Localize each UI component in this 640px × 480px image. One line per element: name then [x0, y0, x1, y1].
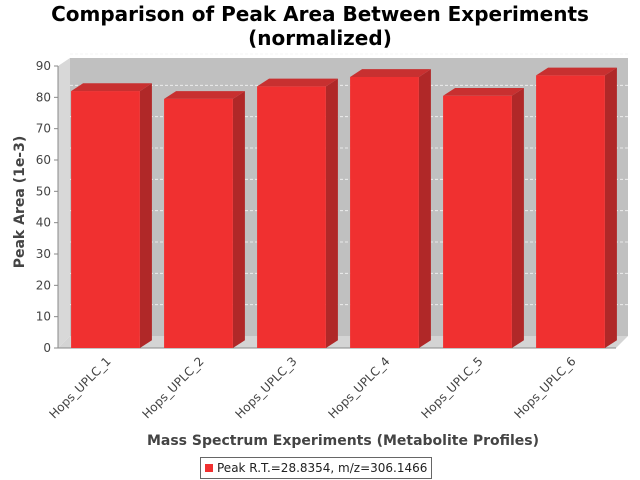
bar [164, 91, 245, 349]
bar-top [536, 67, 617, 76]
bar-front [536, 75, 605, 349]
bar-side [418, 69, 431, 349]
x-tick-label: Hops_UPLC_1 [46, 354, 113, 421]
plot-area [58, 58, 628, 348]
y-tick-label: 20 [36, 278, 51, 292]
bar-side [604, 67, 617, 348]
y-tick-label: 40 [36, 216, 51, 230]
y-tick-label: 90 [36, 59, 51, 73]
y-tick-label: 60 [36, 153, 51, 167]
x-axis: Hops_UPLC_1 Hops_UPLC_2 Hops_UPLC_3 Hops_UP… [46, 354, 578, 421]
y-tick-label: 80 [36, 90, 51, 104]
bar [350, 69, 431, 349]
x-tick-label: Hops_UPLC_3 [232, 354, 299, 421]
bar-front [350, 76, 419, 348]
bars [71, 67, 617, 349]
x-axis-title: Mass Spectrum Experiments (Metabolite Pr… [147, 433, 539, 449]
x-tick-label: Hops_UPLC_2 [139, 354, 206, 421]
y-tick-label: 50 [36, 184, 51, 198]
y-tick-label: 0 [43, 341, 51, 355]
bar-front [71, 91, 140, 349]
y-tick-label: 10 [36, 310, 51, 324]
bar-front [164, 98, 233, 349]
gridlines [70, 53, 628, 306]
bar-front [443, 95, 512, 349]
bar-top [257, 78, 338, 87]
bar-side [232, 91, 245, 348]
bar-front [257, 86, 326, 348]
bar-top [443, 87, 524, 96]
plot-side-wall [58, 58, 70, 348]
x-tick-label: Hops_UPLC_4 [325, 354, 392, 421]
bar-top [350, 69, 431, 77]
legend: Peak R.T.=28.8354, m/z=306.1466 [200, 457, 433, 479]
x-tick-label: Hops_UPLC_5 [418, 354, 485, 421]
bar [71, 83, 152, 349]
y-tick-label: 30 [36, 247, 51, 261]
bar-top [164, 91, 245, 99]
bar-side [511, 87, 524, 348]
bar [443, 87, 524, 349]
bar-top [71, 83, 152, 92]
bar-side [325, 78, 338, 349]
chart-title: Comparison of Peak Area Between Experime… [51, 2, 589, 50]
bar [257, 78, 338, 349]
x-tick-label: Hops_UPLC_6 [511, 354, 578, 421]
y-axis: 0 10 20 30 40 50 60 70 80 90 [36, 59, 616, 355]
bar-side [139, 83, 152, 349]
legend-label: Peak R.T.=28.8354, m/z=306.1466 [217, 461, 428, 475]
bar [536, 67, 617, 349]
legend-swatch [205, 464, 213, 472]
plot-back-wall [70, 58, 628, 336]
y-tick-label: 70 [36, 122, 51, 136]
y-axis-title: Peak Area (1e-3) [12, 136, 28, 269]
